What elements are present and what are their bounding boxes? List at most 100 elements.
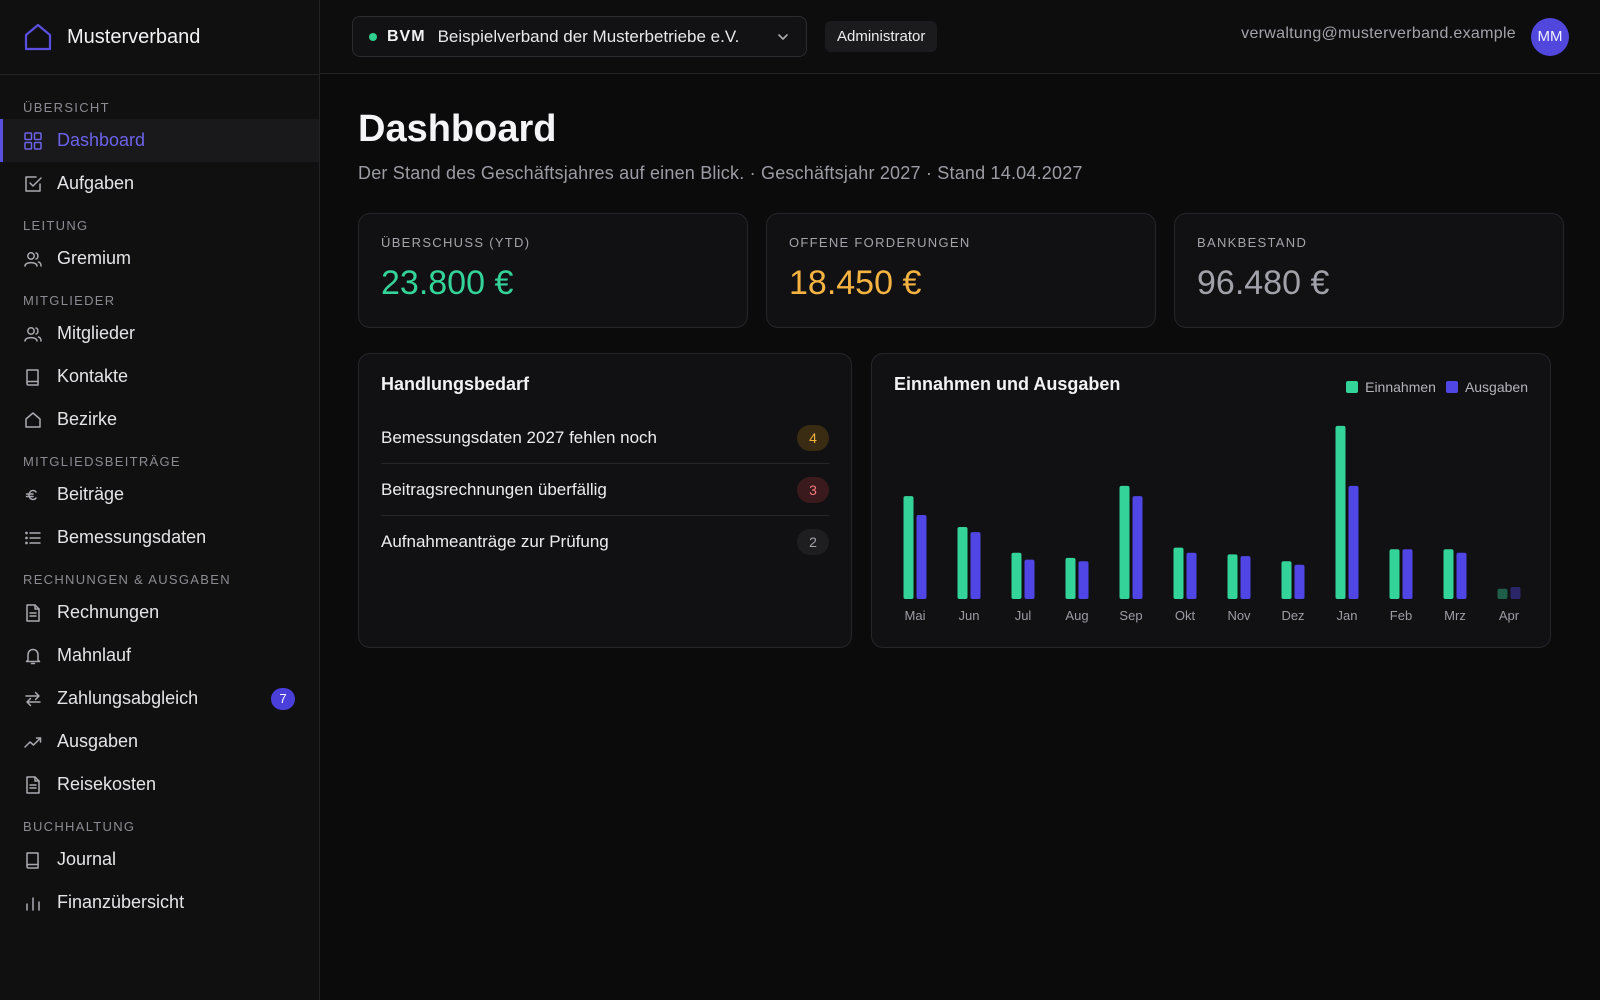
sidebar-item-label: Beiträge [57, 484, 125, 504]
sidebar-item-ausgaben[interactable]: Ausgaben [0, 720, 319, 763]
legend-label: Ausgaben [1464, 379, 1528, 395]
org-code: BVM [387, 27, 426, 45]
action-item[interactable]: Beitragsrechnungen überfällig 3 [381, 464, 829, 516]
x-tick-label: Dez [1281, 608, 1304, 623]
nav-section-title: RECHNUNGEN & AUSGABEN [23, 572, 231, 587]
bar-chart-icon [23, 893, 43, 913]
bar-ausgaben-sep [1132, 496, 1143, 599]
legend-item-ausgaben: Ausgaben [1445, 379, 1528, 395]
action-item-label: Aufnahmeanträge zur Prüfung [381, 532, 609, 551]
chart-card: Mai Jun Jul Aug Sep Okt Nov Dez Jan Feb Mrz Apr Ein… [871, 353, 1551, 648]
sidebar-item-beitraege[interactable]: Beiträge [0, 473, 319, 516]
legend-label: Einnahmen [1365, 379, 1436, 395]
bar-ausgaben-okt [1186, 552, 1197, 599]
sidebar-item-dashboard[interactable]: Dashboard [0, 119, 319, 162]
sidebar-item-bezirke[interactable]: Bezirke [0, 398, 319, 441]
kpi-value: 96.480 € [1197, 264, 1330, 302]
bar-einnahmen-apr [1497, 588, 1508, 599]
kpi-label: BANKBESTAND [1197, 235, 1308, 250]
sidebar-item-kontakte[interactable]: Kontakte [0, 355, 319, 398]
sidebar-item-bemessungsdaten[interactable]: Bemessungsdaten [0, 516, 319, 559]
sidebar-item-label: Mitglieder [57, 323, 136, 343]
action-count-badge: 2 [797, 529, 829, 555]
action-list: Bemessungsdaten 2027 fehlen noch 4 Beitr… [381, 412, 829, 568]
bar-einnahmen-jan [1335, 425, 1346, 599]
x-tick-label: Nov [1227, 608, 1251, 623]
action-item-label: Bemessungsdaten 2027 fehlen noch [381, 427, 657, 447]
page-subtitle: Der Stand des Geschäftsjahres auf einen … [358, 163, 1083, 183]
trend-icon [23, 732, 43, 752]
sidebar-item-label: Zahlungsabgleich [57, 688, 199, 708]
role-badge: Administrator [825, 21, 938, 52]
bar-ausgaben-mai [916, 515, 927, 599]
x-tick-label: Feb [1390, 608, 1412, 623]
sidebar-item-reisekosten[interactable]: Reisekosten [0, 763, 319, 806]
action-item[interactable]: Aufnahmeanträge zur Prüfung 2 [381, 516, 829, 568]
sidebar-item-zahlungsabgleich[interactable]: Zahlungsabgleich 7 [0, 677, 319, 720]
page-title: Dashboard [358, 108, 557, 150]
bell-icon [23, 646, 43, 666]
kpi-card-ueberschuss: ÜBERSCHUSS (YTD) 23.800 € [358, 213, 748, 328]
legend-swatch [1346, 381, 1359, 393]
x-tick-label: Jan [1337, 608, 1358, 623]
bar-einnahmen-feb [1389, 549, 1400, 599]
sidebar-item-label: Aufgaben [57, 173, 135, 193]
bar-ausgaben-apr [1510, 587, 1521, 599]
brand[interactable]: Musterverband [0, 0, 319, 75]
kpi-value: 23.800 € [381, 264, 514, 302]
action-count-badge: 3 [797, 477, 829, 503]
bar-ausgaben-mrz [1456, 552, 1467, 599]
nav-section-title: ÜBERSICHT [23, 100, 110, 115]
sidebar-nav: ÜBERSICHT Dashboard Aufgaben LEITUNG Gremium… [0, 75, 319, 924]
x-tick-label: Mrz [1444, 608, 1466, 623]
house-logo-icon [23, 22, 53, 52]
bar-einnahmen-mrz [1443, 549, 1454, 599]
sidebar-item-label: Gremium [57, 248, 132, 268]
nav-section: MITGLIEDSBEITRÄGE Beiträge Bemessungsdaten [0, 451, 319, 559]
bar-einnahmen-dez [1281, 561, 1292, 599]
list-icon [23, 528, 43, 548]
action-card: Handlungsbedarf Bemessungsdaten 2027 feh… [358, 353, 852, 648]
action-item[interactable]: Bemessungsdaten 2027 fehlen noch 4 [381, 412, 829, 464]
action-count-badge: 4 [797, 425, 829, 451]
dashboard-grid-icon [23, 131, 43, 151]
book-icon [23, 850, 43, 870]
chevron-down-icon [776, 30, 790, 44]
sidebar-item-finanzuebersicht[interactable]: Finanzübersicht [0, 881, 319, 924]
euro-icon [23, 485, 43, 505]
bar-einnahmen-mai [903, 496, 914, 599]
chart-title: Einnahmen und Ausgaben [894, 374, 1121, 394]
x-tick-label: Apr [1499, 608, 1520, 623]
sidebar-item-aufgaben[interactable]: Aufgaben [0, 162, 319, 205]
kpi-card-bankbestand: BANKBESTAND 96.480 € [1174, 213, 1564, 328]
kpi-value: 18.450 € [789, 264, 922, 302]
bar-einnahmen-jul [1011, 552, 1022, 599]
sidebar-item-label: Journal [57, 849, 117, 869]
nav-section: BUCHHALTUNG Journal Finanzübersicht [0, 816, 319, 924]
x-tick-label: Sep [1119, 608, 1142, 623]
nav-section-title: MITGLIEDER [23, 293, 116, 308]
avatar[interactable]: MM [1531, 18, 1569, 56]
bar-ausgaben-dez [1294, 564, 1305, 599]
bar-ausgaben-aug [1078, 561, 1089, 599]
bar-einnahmen-aug [1065, 557, 1076, 599]
org-name: Beispielverband der Musterbetriebe e.V. [437, 26, 740, 46]
sidebar-item-gremium[interactable]: Gremium [0, 237, 319, 280]
bar-ausgaben-jun [970, 532, 981, 599]
organization-select[interactable]: BVM Beispielverband der Musterbetriebe e… [352, 16, 807, 57]
sidebar-item-mitglieder[interactable]: Mitglieder [0, 312, 319, 355]
bar-ausgaben-nov [1240, 556, 1251, 599]
income-expense-chart: Mai Jun Jul Aug Sep Okt Nov Dez Jan Feb Mrz Apr [903, 425, 1521, 623]
sidebar-item-rechnungen[interactable]: Rechnungen [0, 591, 319, 634]
nav-section: LEITUNG Gremium [0, 215, 319, 280]
document-icon [23, 603, 43, 623]
bar-ausgaben-jan [1348, 485, 1359, 599]
sidebar-item-mahnlauf[interactable]: Mahnlauf [0, 634, 319, 677]
kpi-label: OFFENE FORDERUNGEN [789, 235, 971, 250]
document-icon [23, 775, 43, 795]
nav-section-title: MITGLIEDSBEITRÄGE [23, 454, 181, 469]
x-tick-label: Okt [1175, 608, 1196, 623]
x-tick-label: Aug [1065, 608, 1088, 623]
nav-section: ÜBERSICHT Dashboard Aufgaben [0, 97, 319, 205]
sidebar-item-journal[interactable]: Journal [0, 838, 319, 881]
